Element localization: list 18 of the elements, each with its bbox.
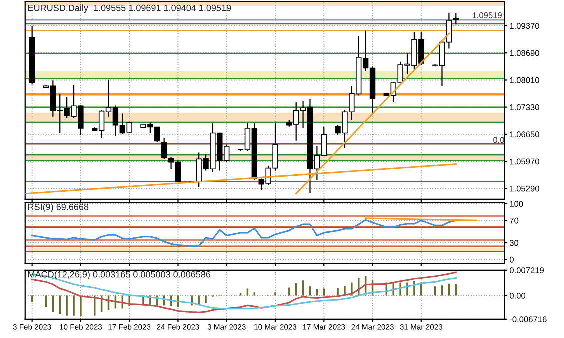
y-tick-label: 1.09370	[510, 23, 540, 30]
chart-title: RSI(9) 69.6668	[28, 204, 89, 212]
chart-title: MACD(12,26,9) 0.003165 0.005003 0.006586	[28, 271, 211, 280]
y-tick-label: 0	[510, 256, 514, 263]
y-tick-label: 100	[510, 201, 524, 208]
y-tick-label: 1.06650	[510, 132, 540, 138]
y-tick-label: -0.006716	[510, 316, 547, 323]
y-tick-label: 1.07330	[510, 104, 540, 110]
y-tick-label: 1.08690	[510, 50, 540, 56]
chart-title: EURUSD,Daily 1.09555 1.09691 1.09404 1.09519	[28, 4, 232, 14]
y-tick-label: 30	[510, 240, 519, 246]
y-tick-label: 1.05970	[510, 158, 540, 165]
y-tick-label: 0.00	[510, 292, 526, 299]
y-tick-label: 70	[510, 218, 519, 224]
y-tick-label: 1.05290	[510, 186, 540, 192]
y-tick-label: 0.007219	[510, 268, 544, 274]
ref-line-label: 1.09519	[472, 12, 502, 18]
y-tick-label: 1.08010	[510, 77, 540, 84]
